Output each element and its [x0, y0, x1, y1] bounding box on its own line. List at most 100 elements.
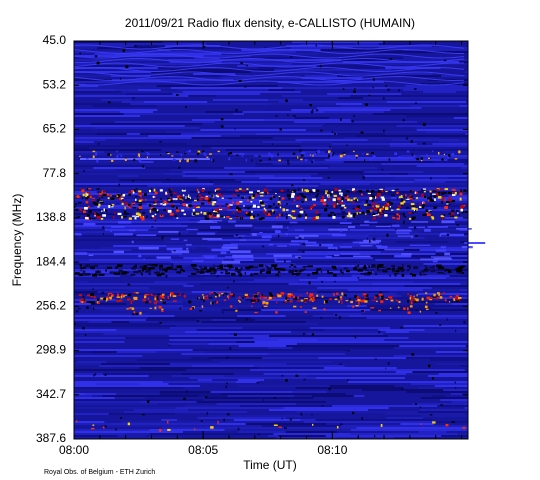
spectrogram-speckle — [196, 206, 200, 208]
spectrogram-cell — [301, 151, 326, 153]
spectrogram-cell — [74, 55, 204, 57]
spectrogram-speckle — [254, 311, 258, 314]
spectrogram-speckle — [325, 192, 328, 195]
spectrogram-speckle — [447, 156, 450, 159]
spectrogram-cell — [250, 369, 345, 371]
spectrogram-cell — [116, 153, 233, 155]
spectrogram-cell — [150, 75, 220, 77]
spectrogram-speckle — [200, 271, 205, 274]
spectrogram-cell — [438, 373, 468, 375]
spectrogram-cell — [74, 209, 107, 211]
spectrogram-speckle — [414, 191, 416, 195]
y-tick-label: 298.9 — [36, 343, 66, 357]
spectrogram-speckle — [461, 265, 466, 268]
spectrogram-speckle — [118, 269, 123, 273]
spectrogram-cell — [74, 255, 179, 257]
spectrogram-cell — [465, 71, 468, 73]
spectrogram-cell — [233, 419, 301, 421]
spectrogram-speckle — [364, 159, 366, 162]
spectrogram-speckle — [269, 213, 272, 215]
spectrogram-cell — [317, 149, 425, 151]
spectrogram-speckle — [115, 266, 118, 269]
spectrogram-speckle — [75, 310, 79, 313]
spectrogram-speckle — [234, 267, 239, 270]
spectrogram-speckle — [377, 190, 381, 193]
spectrogram-speckle — [412, 205, 415, 208]
spectrogram-speckle — [161, 293, 165, 296]
spectrogram-cell — [74, 287, 149, 289]
spectrogram-speckle — [165, 191, 167, 195]
spectrogram-speckle — [372, 205, 374, 208]
spectrogram-speckle — [420, 157, 424, 160]
spectrogram-speckle — [324, 208, 328, 212]
spectrogram-speckle — [302, 243, 306, 245]
spectrogram-speckle — [192, 212, 196, 216]
spectrogram-speckle — [203, 152, 206, 155]
spectrogram-speckle — [304, 216, 308, 220]
spectrogram-cell — [336, 213, 392, 215]
spectrogram-cell — [360, 253, 436, 255]
spectrogram-cell — [403, 49, 468, 51]
spectrogram-cell — [117, 435, 146, 437]
spectrogram-speckle — [381, 211, 384, 213]
spectrogram-speckle — [111, 195, 114, 197]
spectrogram-speckle — [437, 151, 440, 155]
spectrogram-speckle — [367, 192, 371, 195]
spectrogram-speckle — [140, 271, 142, 275]
spectrogram-speckle — [278, 426, 282, 428]
spectrogram-speckle — [435, 192, 439, 196]
spectrogram-speckle — [116, 155, 119, 158]
spectrogram-cell — [406, 115, 468, 117]
spectrogram-speckle — [396, 217, 400, 220]
spectrogram-speckle — [194, 159, 198, 163]
spectrogram-speckle — [220, 118, 224, 121]
spectrogram-speckle — [107, 153, 110, 156]
spectrogram-speckle — [244, 85, 247, 88]
spectrogram-cell — [74, 85, 99, 87]
spectrogram-speckle — [352, 150, 355, 152]
spectrogram-speckle — [197, 221, 218, 223]
spectrogram-speckle — [341, 199, 343, 202]
spectrogram-cell — [155, 305, 184, 307]
spectrogram-speckle — [293, 189, 296, 192]
spectrogram-speckle — [257, 205, 260, 209]
spectrogram-speckle — [362, 293, 367, 296]
spectrogram-cell — [139, 161, 154, 163]
spectrogram-speckle — [89, 217, 91, 220]
spectrogram-speckle — [188, 300, 192, 304]
spectrogram-speckle — [229, 217, 233, 220]
spectrogram-speckle — [319, 64, 322, 68]
spectrogram-speckle — [166, 178, 170, 181]
spectrogram-speckle — [397, 266, 400, 269]
spectrogram-speckle — [195, 212, 200, 215]
spectrogram-speckle — [347, 211, 351, 214]
spectrogram-speckle — [330, 154, 334, 157]
spectrogram-speckle — [312, 307, 317, 309]
spectrogram-cell — [103, 333, 231, 335]
spectrogram-speckle — [385, 206, 389, 208]
spectrogram-cell — [182, 91, 301, 93]
spectrogram-speckle — [457, 212, 459, 214]
spectrogram-speckle — [228, 296, 230, 300]
spectrogram-cell — [443, 151, 468, 153]
spectrogram-speckle — [410, 140, 413, 143]
spectrogram-speckle — [419, 203, 421, 206]
spectrogram-speckle — [285, 99, 288, 103]
spectrogram-cell — [450, 255, 468, 257]
spectrogram-speckle — [111, 225, 125, 228]
spectrogram-cell — [161, 181, 242, 183]
spectrogram-speckle — [143, 193, 147, 197]
spectrogram-speckle — [179, 197, 183, 199]
spectrogram-speckle — [139, 198, 144, 201]
spectrogram-speckle — [239, 300, 241, 303]
spectrogram-speckle — [97, 206, 100, 208]
spectrogram-cell — [74, 71, 152, 73]
spectrogram-cell — [420, 155, 468, 157]
spectrogram-streak — [73, 48, 464, 55]
spectrogram-speckle — [186, 247, 189, 250]
spectrogram-speckle — [145, 301, 149, 304]
spectrogram-speckle — [447, 270, 452, 274]
spectrogram-speckle — [379, 266, 386, 268]
spectrogram-cell — [360, 341, 468, 343]
spectrogram-speckle — [233, 333, 237, 336]
